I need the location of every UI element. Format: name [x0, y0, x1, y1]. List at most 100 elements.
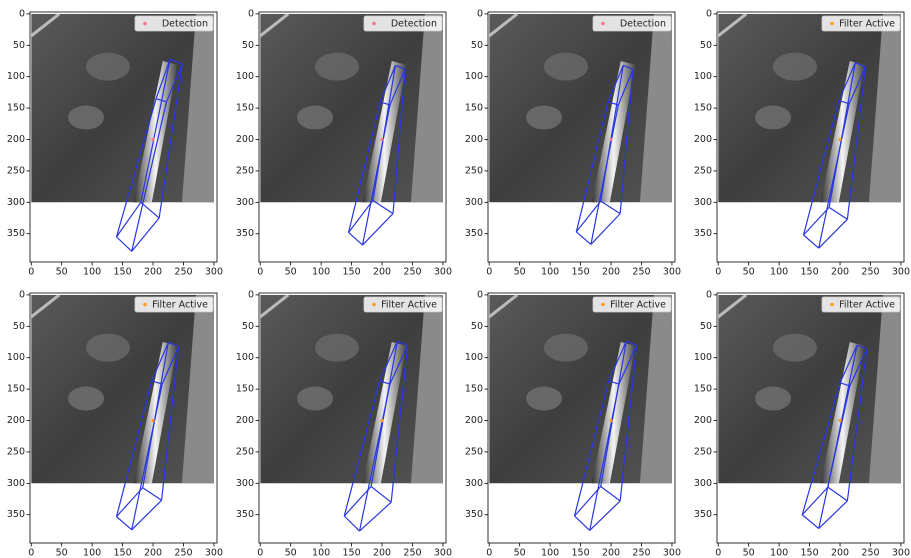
box-edge: [116, 487, 144, 518]
y-tick-label: 150: [694, 103, 712, 114]
box-edge: [343, 515, 360, 532]
x-tick-label: 250: [632, 548, 650, 558]
y-tick-label: 0: [19, 8, 25, 19]
legend-marker: [830, 302, 834, 307]
box-edge: [600, 485, 621, 502]
x-tick-label: 300: [434, 267, 452, 278]
box-edge: [827, 486, 848, 502]
x-tick-label: 150: [801, 267, 819, 278]
box-edge: [372, 65, 397, 201]
box-edge: [623, 64, 634, 70]
box-edge: [343, 486, 372, 517]
box-edge: [590, 213, 621, 245]
y-tick-label: 300: [236, 478, 254, 489]
x-tick-label: 0: [257, 267, 263, 278]
photo: [31, 13, 214, 203]
x-tick-label: 250: [174, 548, 192, 558]
box-edge: [618, 344, 638, 385]
photo-shrub: [314, 333, 359, 362]
axes-frame: [258, 292, 447, 544]
x-tick-label: 100: [541, 267, 559, 278]
y-tick-label: 300: [694, 197, 712, 208]
box-edge: [818, 218, 848, 249]
box-edge: [359, 501, 392, 532]
y-tick-label: 50: [700, 40, 712, 51]
photo: [489, 13, 672, 203]
subplot: 0 50 100 150 200 250 300 0 50 100 150 200 250 300 350 F…: [465, 289, 681, 558]
axes-frame: [716, 11, 905, 263]
photo-background: [718, 294, 901, 484]
y-tick-label: 350: [7, 509, 25, 520]
photo-stripe: [718, 294, 748, 319]
photo-shrub: [543, 333, 588, 362]
box-edge: [362, 213, 394, 246]
legend-marker: [601, 302, 605, 307]
point: [151, 137, 155, 142]
y-tick-label: 250: [465, 446, 483, 457]
box-edge: [370, 341, 398, 487]
y-tick-label: 300: [7, 478, 25, 489]
box-edge: [619, 345, 638, 501]
x-tick-label: 100: [83, 548, 101, 558]
y-tick-label: 50: [242, 40, 254, 51]
x-tick-label: 200: [373, 548, 391, 558]
photo-shrub: [85, 52, 130, 81]
photo-wall: [868, 13, 901, 203]
subplot: 0 50 100 150 200 250 300 0 50 100 150 200 250 300 350 D…: [236, 8, 452, 277]
box-edge: [116, 516, 133, 531]
point: [380, 418, 384, 423]
box-edge: [397, 340, 408, 346]
box-edge: [131, 499, 162, 531]
legend-label: Filter Active: [152, 300, 208, 311]
box-edge: [600, 65, 624, 202]
box-edge: [608, 341, 627, 382]
y-tick-label: 350: [236, 228, 254, 239]
photo-background: [260, 294, 443, 484]
subplot: 0 50 100 150 200 250 300 0 50 100 150 200 250 300 350 F…: [7, 289, 223, 558]
x-tick-label: 250: [174, 267, 192, 278]
axes-frame: [487, 11, 676, 263]
x-tick-label: 300: [892, 548, 910, 558]
photo-shrub: [526, 386, 563, 411]
box-edge: [142, 487, 162, 501]
y-tick-label: 100: [694, 352, 712, 363]
box-edge: [348, 232, 363, 246]
box-edge: [849, 348, 868, 387]
y-tick-label: 250: [465, 165, 483, 176]
photo: [260, 13, 443, 203]
subplot: 0 50 100 150 200 250 300 0 50 100 150 200 250 300 350 D…: [465, 8, 681, 277]
x-tick-label: 50: [285, 267, 297, 278]
box-edge: [160, 346, 180, 501]
photo-background: [718, 13, 901, 203]
x-tick-label: 100: [541, 548, 559, 558]
y-tick-label: 350: [465, 509, 483, 520]
y-tick-label: 50: [13, 40, 25, 51]
photo-wall: [410, 294, 443, 484]
legend-marker: [372, 302, 376, 307]
box-edge: [151, 342, 169, 382]
subplot: 0 50 100 150 200 250 300 0 50 100 150 200 250 300 350 F…: [236, 289, 452, 558]
box-edge: [115, 380, 153, 517]
box-edge: [856, 344, 868, 350]
box-edge: [848, 66, 867, 104]
box-edge: [855, 62, 866, 68]
y-tick-label: 300: [7, 197, 25, 208]
x-tick-label: 150: [801, 548, 819, 558]
x-tick-label: 150: [572, 548, 590, 558]
legend-label: Detection: [391, 19, 437, 30]
x-tick-label: 200: [602, 548, 620, 558]
photo-shrub: [772, 52, 817, 81]
photo-shrub: [68, 386, 105, 411]
x-tick-label: 200: [373, 267, 391, 278]
x-tick-label: 0: [486, 267, 492, 278]
box-edge: [379, 380, 391, 385]
y-tick-label: 100: [694, 71, 712, 82]
photo: [718, 294, 901, 484]
photo-stripe: [260, 13, 290, 38]
x-tick-label: 50: [285, 548, 297, 558]
box-edge: [626, 340, 637, 346]
box-edge: [348, 200, 374, 233]
legend-marker: [601, 21, 605, 26]
legend-box: [363, 296, 443, 313]
point: [609, 418, 613, 423]
